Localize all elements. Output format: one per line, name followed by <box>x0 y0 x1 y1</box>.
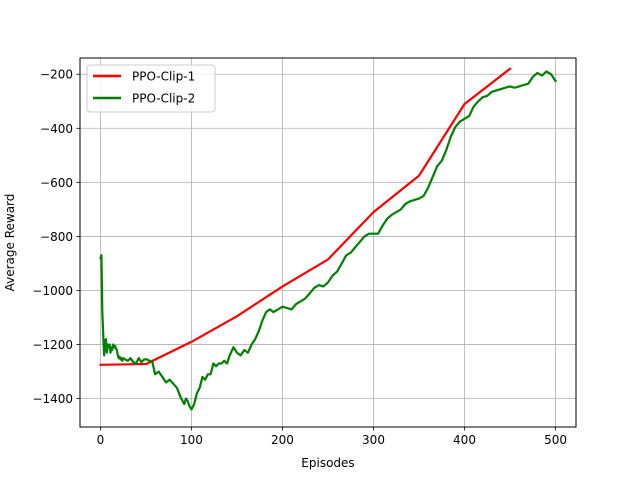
y-tick-label: −1000 <box>32 284 73 298</box>
axis-ticks: 0 100 200 300 400 500 −1400 −1200 −1000 −800 −600 −… <box>32 68 567 447</box>
y-tick-label: −800 <box>40 230 73 244</box>
y-axis-label: Average Reward <box>3 194 17 292</box>
y-tick-label: −1200 <box>32 338 73 352</box>
series-line-ppo-clip-2 <box>99 70 558 411</box>
legend-label-ppo-clip-1: PPO-Clip-1 <box>132 70 195 84</box>
x-tick-label: 400 <box>453 433 476 447</box>
x-tick-label: 300 <box>362 433 385 447</box>
x-tick-label: 200 <box>271 433 294 447</box>
x-tick-label: 500 <box>544 433 567 447</box>
legend: PPO-Clip-1 PPO-Clip-2 <box>86 64 216 113</box>
y-tick-label: −600 <box>40 176 73 190</box>
series-line-ppo-clip-1 <box>99 67 512 366</box>
x-tick-label: 0 <box>97 433 105 447</box>
y-tick-label: −1400 <box>32 392 73 406</box>
x-axis-label: Episodes <box>301 456 354 470</box>
y-tick-label: −200 <box>40 68 73 82</box>
y-tick-label: −400 <box>40 122 73 136</box>
plot-frame <box>79 57 577 428</box>
series-lines <box>99 67 558 411</box>
grid-lines <box>80 58 576 427</box>
legend-label-ppo-clip-2: PPO-Clip-2 <box>132 92 195 106</box>
x-tick-label: 100 <box>180 433 203 447</box>
